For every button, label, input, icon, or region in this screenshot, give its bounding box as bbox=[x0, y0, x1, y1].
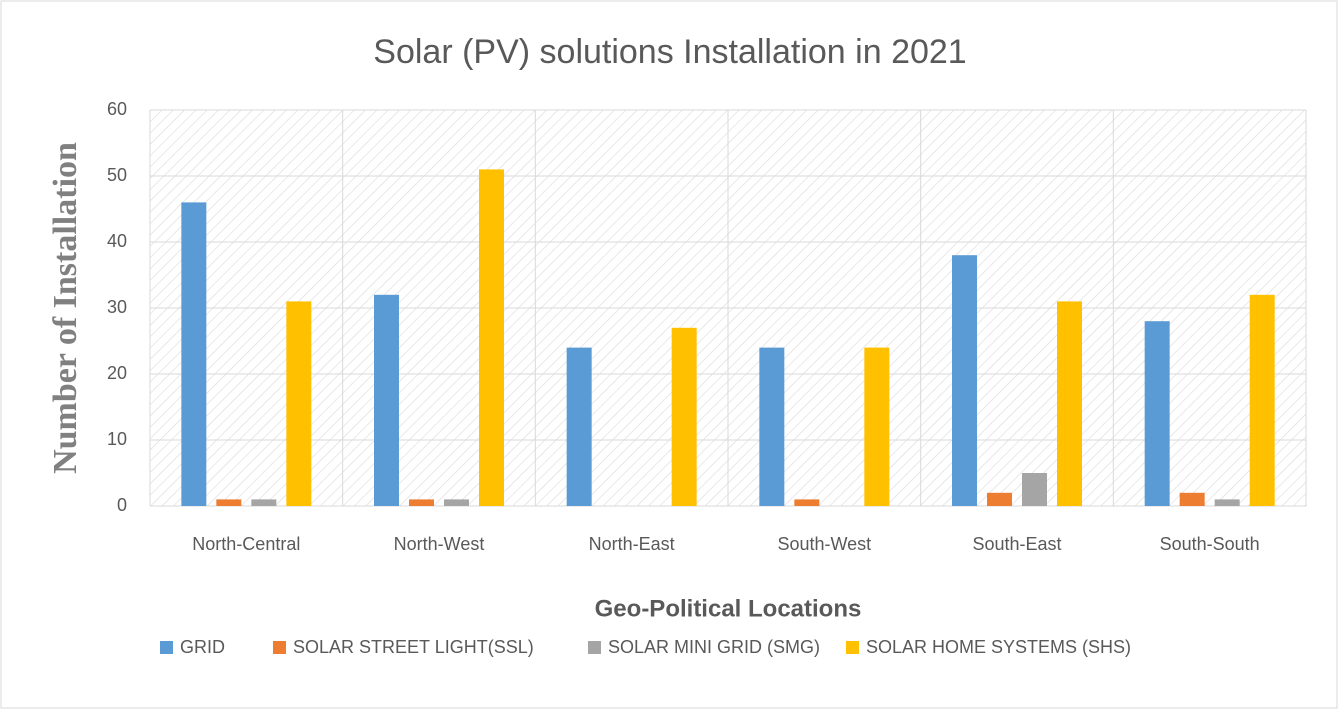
x-tick-label: South-South bbox=[1160, 534, 1260, 554]
bar bbox=[1179, 492, 1205, 506]
y-tick-label: 20 bbox=[107, 363, 127, 383]
bar bbox=[1057, 301, 1082, 506]
bar bbox=[181, 202, 207, 506]
y-tick-label: 0 bbox=[117, 495, 127, 515]
x-tick-label: North-Central bbox=[192, 534, 300, 554]
bar bbox=[1144, 321, 1170, 506]
y-tick-label: 10 bbox=[107, 429, 127, 449]
bar bbox=[251, 499, 277, 506]
bar bbox=[479, 169, 504, 506]
bar bbox=[409, 499, 434, 506]
y-tick-label: 50 bbox=[107, 165, 127, 185]
x-tick-label: South-East bbox=[972, 534, 1061, 554]
bar bbox=[444, 499, 469, 506]
bar bbox=[286, 301, 312, 506]
y-tick-label: 30 bbox=[107, 297, 127, 317]
y-tick-label: 40 bbox=[107, 231, 127, 251]
x-tick-label: North-East bbox=[589, 534, 675, 554]
legend-swatch bbox=[588, 641, 601, 654]
chart-title: Solar (PV) solutions Installation in 202… bbox=[373, 33, 966, 71]
bar bbox=[987, 492, 1012, 506]
legend-label: GRID bbox=[180, 637, 225, 657]
x-tick-label: North-West bbox=[394, 534, 485, 554]
x-axis-label: Geo-Political Locations bbox=[595, 595, 862, 622]
y-axis-label: Number of Installation bbox=[47, 142, 84, 474]
bar bbox=[952, 255, 977, 506]
bar bbox=[1249, 294, 1275, 506]
legend-swatch bbox=[160, 641, 173, 654]
bar bbox=[1022, 473, 1047, 506]
bar bbox=[864, 347, 890, 506]
bar bbox=[671, 327, 697, 506]
legend-label: SOLAR STREET LIGHT(SSL) bbox=[293, 637, 534, 657]
bar bbox=[374, 294, 399, 506]
bar bbox=[759, 347, 785, 506]
bar bbox=[566, 347, 592, 506]
legend-swatch bbox=[846, 641, 859, 654]
bar bbox=[794, 499, 820, 506]
bar bbox=[1214, 499, 1240, 506]
legend-swatch bbox=[273, 641, 286, 654]
y-tick-label: 60 bbox=[107, 99, 127, 119]
legend-label: SOLAR HOME SYSTEMS (SHS) bbox=[866, 637, 1131, 657]
bar bbox=[216, 499, 242, 506]
legend-label: SOLAR MINI GRID (SMG) bbox=[608, 637, 820, 657]
x-tick-label: South-West bbox=[777, 534, 871, 554]
